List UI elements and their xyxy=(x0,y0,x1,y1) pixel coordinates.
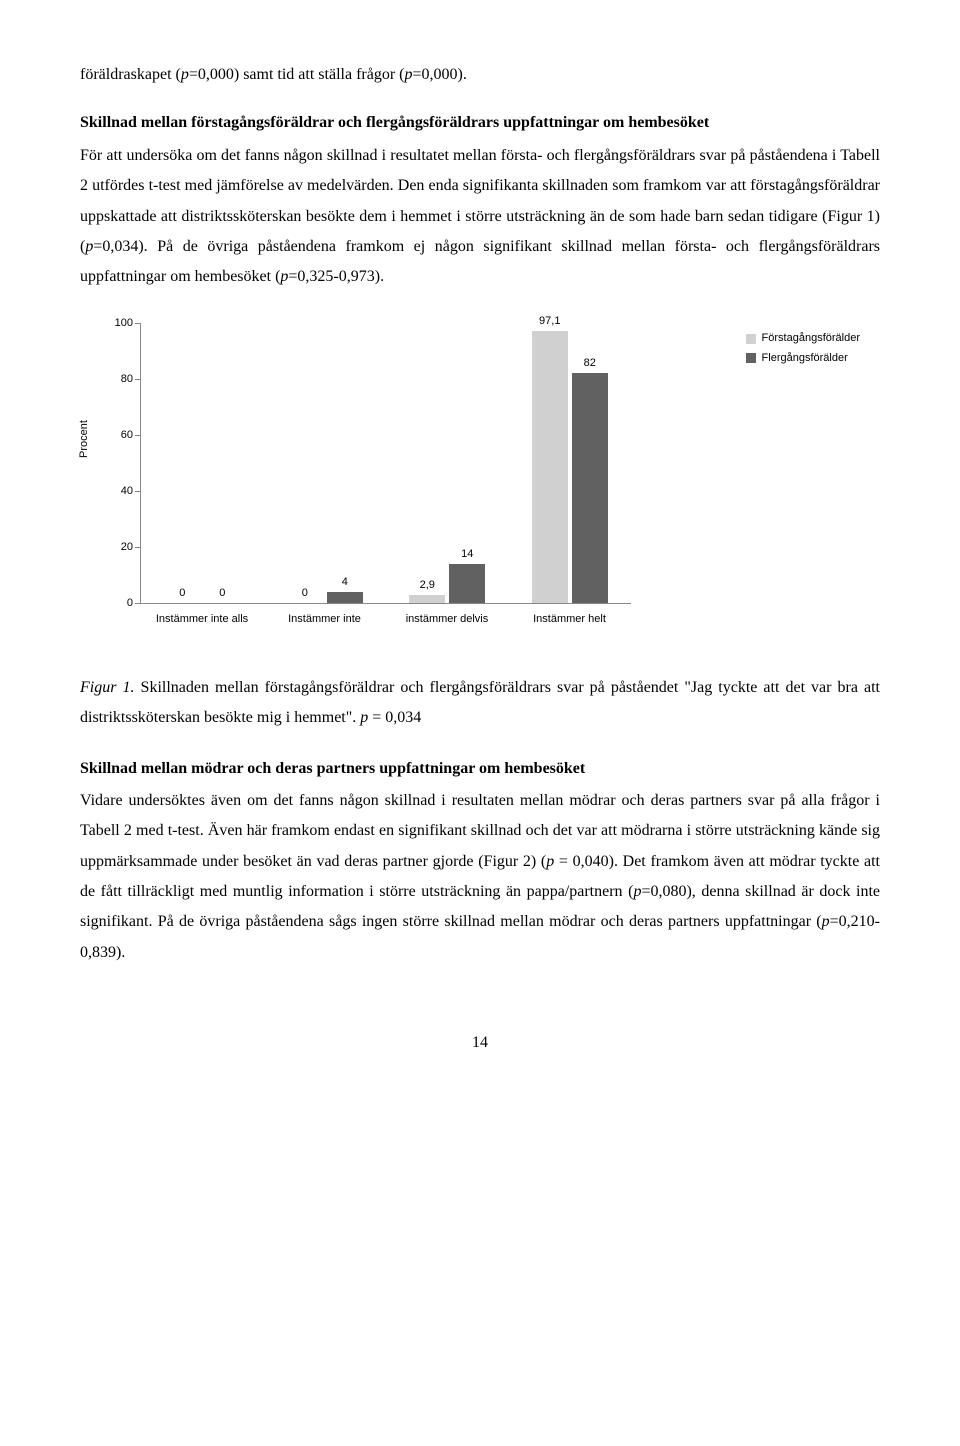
figure-caption: Figur 1. Skillnaden mellan förstagångsfö… xyxy=(80,673,880,734)
bar-first xyxy=(409,595,445,603)
y-tick xyxy=(135,379,141,380)
text: föräldraskapet ( xyxy=(80,66,181,83)
bar-value-label: 2,9 xyxy=(409,580,445,591)
bar-value-label: 0 xyxy=(164,588,200,599)
legend-swatch-first xyxy=(746,334,756,344)
legend-label-fler: Flergångsförälder xyxy=(762,349,848,369)
stat-p: p xyxy=(181,66,189,83)
text: Skillnaden mellan förstagångsföräldrar o… xyxy=(80,679,880,726)
bar-fler xyxy=(449,564,485,603)
y-tick xyxy=(135,435,141,436)
y-tick-label: 20 xyxy=(105,542,133,553)
legend-item-fler: Flergångsförälder xyxy=(746,349,860,369)
bar-value-label: 14 xyxy=(449,549,485,560)
chart-legend: Förstagångsförälder Flergångsförälder xyxy=(746,329,860,369)
bar-value-label: 4 xyxy=(327,577,363,588)
bar-value-label: 0 xyxy=(204,588,240,599)
y-tick xyxy=(135,603,141,604)
page-number: 14 xyxy=(80,1028,880,1058)
text: =0,034). På de övriga påståendena framko… xyxy=(80,238,880,285)
y-tick xyxy=(135,323,141,324)
bar-value-label: 0 xyxy=(287,588,323,599)
section-heading-1: Skillnad mellan förstagångsföräldrar och… xyxy=(80,108,880,138)
paragraph-body-2: Vidare undersöktes även om det fanns någ… xyxy=(80,786,880,968)
category-label: Instämmer inte alls xyxy=(141,609,263,630)
category-label: instämmer delvis xyxy=(386,609,508,630)
paragraph-body-1: För att undersöka om det fanns någon ski… xyxy=(80,141,880,293)
bar-chart: Procent 02040608010000Instämmer inte all… xyxy=(80,323,860,653)
bar-first xyxy=(532,331,568,603)
y-tick-label: 80 xyxy=(105,374,133,385)
chart-plot-area: 02040608010000Instämmer inte alls04Instä… xyxy=(140,323,631,604)
stat-p: p xyxy=(822,913,830,930)
category-label: Instämmer inte xyxy=(264,609,386,630)
bar-value-label: 97,1 xyxy=(532,316,568,327)
y-tick xyxy=(135,547,141,548)
bar-fler xyxy=(327,592,363,603)
figure-label: Figur 1. xyxy=(80,679,135,696)
category-label: Instämmer helt xyxy=(509,609,631,630)
text: =0,000). xyxy=(412,66,466,83)
legend-swatch-fler xyxy=(746,353,756,363)
y-axis-label: Procent xyxy=(74,420,95,458)
bar-fler xyxy=(572,373,608,603)
legend-label-first: Förstagångsförälder xyxy=(762,329,860,349)
paragraph-lead: föräldraskapet (p=0,000) samt tid att st… xyxy=(80,60,880,90)
bar-value-label: 82 xyxy=(572,358,608,369)
text: =0,000) samt tid att ställa frågor ( xyxy=(189,66,405,83)
text: =0,325-0,973). xyxy=(288,268,384,285)
y-tick-label: 60 xyxy=(105,430,133,441)
text: = 0,034 xyxy=(368,709,421,726)
y-tick-label: 40 xyxy=(105,486,133,497)
y-tick-label: 100 xyxy=(105,318,133,329)
legend-item-first: Förstagångsförälder xyxy=(746,329,860,349)
y-tick-label: 0 xyxy=(105,598,133,609)
y-tick xyxy=(135,491,141,492)
section-heading-2: Skillnad mellan mödrar och deras partner… xyxy=(80,754,880,784)
